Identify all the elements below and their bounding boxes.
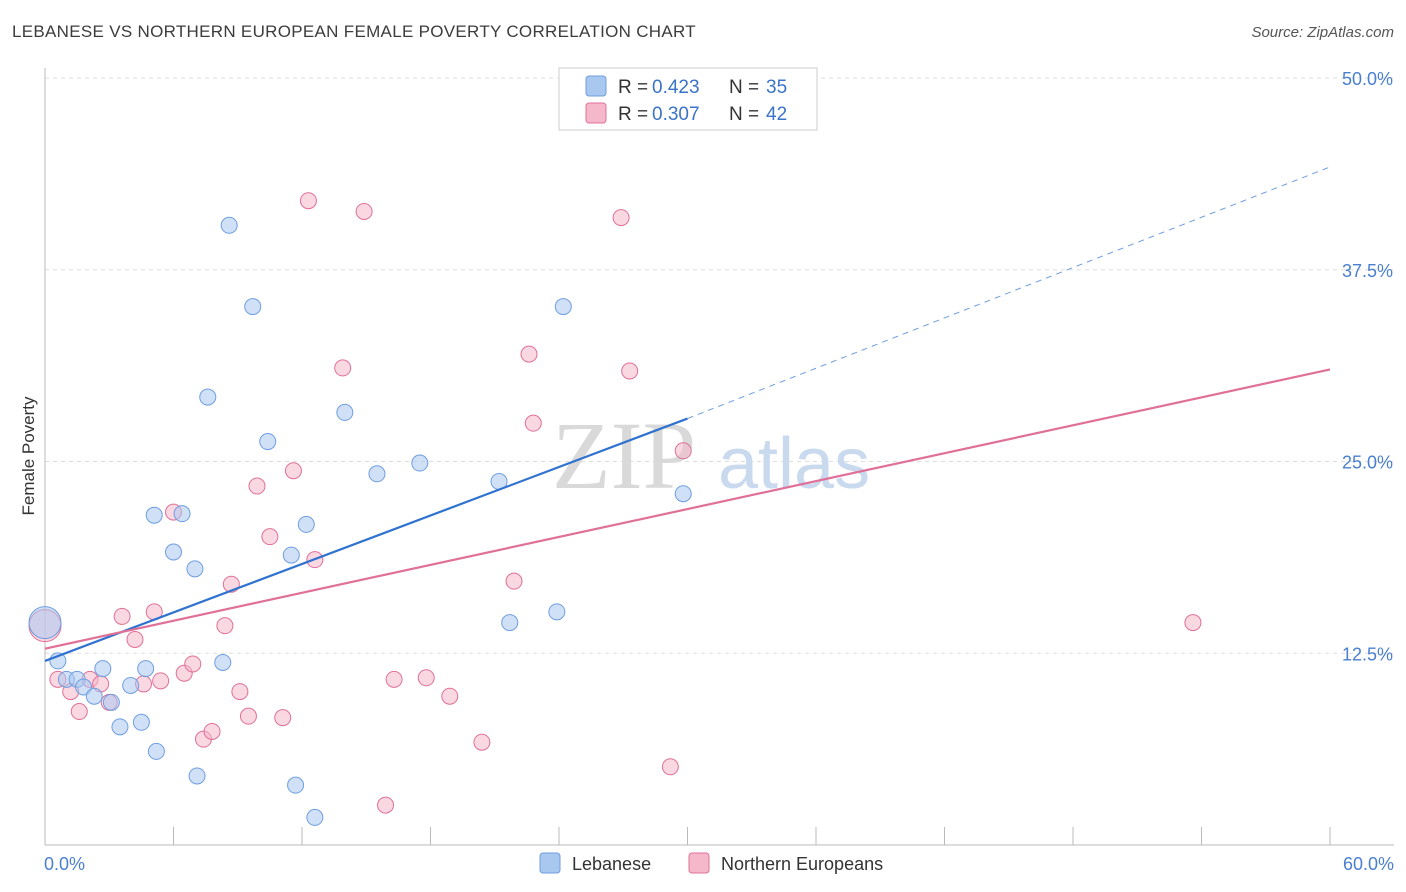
point-lebanese <box>554 298 572 316</box>
point-northern-europeans <box>261 528 279 546</box>
point-lebanese <box>287 776 305 794</box>
point-northern-europeans <box>248 477 266 495</box>
point-lebanese <box>368 465 386 483</box>
series-lebanese-points <box>28 216 692 826</box>
point-northern-europeans <box>231 683 249 701</box>
point-northern-europeans <box>674 442 692 460</box>
point-northern-europeans <box>239 707 257 725</box>
point-northern-europeans <box>274 709 292 727</box>
point-northern-europeans <box>152 672 170 690</box>
trend-extension-lebanese <box>687 166 1331 420</box>
watermark-atlas: atlas <box>718 424 870 504</box>
point-northern-europeans <box>1184 614 1202 632</box>
point-lebanese <box>548 603 566 621</box>
legend-n-value-2: 42 <box>766 104 787 125</box>
point-northern-europeans <box>520 345 538 363</box>
point-northern-europeans <box>473 733 491 751</box>
point-northern-europeans <box>184 655 202 673</box>
y-axis-title: Female Poverty <box>19 396 38 516</box>
point-lebanese <box>111 718 129 736</box>
point-lebanese <box>173 505 191 523</box>
point-lebanese <box>28 606 62 640</box>
bottom-legend-swatch-lebanese <box>539 852 561 874</box>
x-tick-labels: 0.0% 60.0% <box>44 854 1394 874</box>
chart-title: LEBANESE VS NORTHERN EUROPEAN FEMALE POV… <box>12 22 696 41</box>
point-lebanese <box>145 506 163 524</box>
point-northern-europeans <box>203 722 221 740</box>
trend-lines <box>44 166 1331 662</box>
point-lebanese <box>214 653 232 671</box>
point-lebanese <box>132 713 150 731</box>
point-northern-europeans <box>299 192 317 210</box>
point-northern-europeans <box>284 462 302 480</box>
point-northern-europeans <box>441 687 459 705</box>
point-lebanese <box>199 388 217 406</box>
point-northern-europeans <box>524 414 542 432</box>
y-tick-label: 37.5% <box>1342 261 1393 281</box>
point-lebanese <box>244 298 262 316</box>
point-lebanese <box>282 546 300 564</box>
bottom-legend-label-lebanese: Lebanese <box>572 854 651 874</box>
watermark-zip: ZIP <box>552 402 696 509</box>
bottom-legend-label-northern-europeans: Northern Europeans <box>721 854 883 874</box>
point-lebanese <box>137 660 155 678</box>
point-northern-europeans <box>126 630 144 648</box>
axes <box>44 68 1394 846</box>
point-lebanese <box>85 687 103 705</box>
point-lebanese <box>411 454 429 472</box>
legend-swatch-northern-europeans <box>585 102 607 124</box>
legend-r-value-2: 0.307 <box>652 104 700 125</box>
point-northern-europeans <box>113 607 131 625</box>
legend-r-label-2: R = <box>618 104 648 125</box>
legend-n-label-1: N = <box>729 77 759 98</box>
legend-swatch-lebanese <box>585 75 607 97</box>
point-lebanese <box>147 742 165 760</box>
point-lebanese <box>306 808 324 826</box>
point-northern-europeans <box>355 202 373 220</box>
point-northern-europeans <box>661 758 679 776</box>
point-lebanese <box>674 485 692 503</box>
y-tick-label: 12.5% <box>1342 644 1393 664</box>
point-lebanese <box>220 216 238 234</box>
y-tick-label: 50.0% <box>1342 69 1393 89</box>
x-tick-label-min: 0.0% <box>44 854 85 874</box>
legend-top: R = 0.423 N = 35 R = 0.307 N = 42 <box>558 67 818 131</box>
point-lebanese <box>102 693 120 711</box>
legend-n-value-1: 35 <box>766 77 787 98</box>
legend-n-label-2: N = <box>729 104 759 125</box>
point-northern-europeans <box>377 796 395 814</box>
point-northern-europeans <box>621 362 639 380</box>
point-northern-europeans <box>70 703 88 721</box>
point-lebanese <box>501 614 519 632</box>
x-ticks <box>44 827 1331 845</box>
trend-line-northern-europeans <box>44 368 1331 650</box>
x-tick-label-max: 60.0% <box>1343 854 1394 874</box>
point-northern-europeans <box>612 209 630 227</box>
point-lebanese <box>336 403 354 421</box>
point-northern-europeans <box>385 670 403 688</box>
bottom-legend-swatch-northern-europeans <box>688 852 710 874</box>
point-northern-europeans <box>216 617 234 635</box>
point-lebanese <box>297 515 315 533</box>
y-tick-labels: 12.5% 25.0% 37.5% 50.0% <box>1342 69 1393 664</box>
point-lebanese <box>188 767 206 785</box>
point-lebanese <box>122 676 140 694</box>
legend-bottom: Lebanese Northern Europeans <box>539 852 883 874</box>
point-lebanese <box>186 560 204 578</box>
y-tick-label: 25.0% <box>1342 453 1393 473</box>
point-northern-europeans <box>334 359 352 377</box>
point-lebanese <box>94 660 112 678</box>
legend-r-label-1: R = <box>618 77 648 98</box>
trend-line-lebanese <box>44 417 688 662</box>
legend-r-value-1: 0.423 <box>652 77 700 98</box>
point-northern-europeans <box>417 669 435 687</box>
point-lebanese <box>259 433 277 451</box>
point-lebanese <box>165 543 182 561</box>
source-label: Source: ZipAtlas.com <box>1251 24 1394 41</box>
point-northern-europeans <box>505 572 523 590</box>
watermark: ZIP atlas <box>552 402 870 509</box>
grid-lines <box>45 77 1394 654</box>
